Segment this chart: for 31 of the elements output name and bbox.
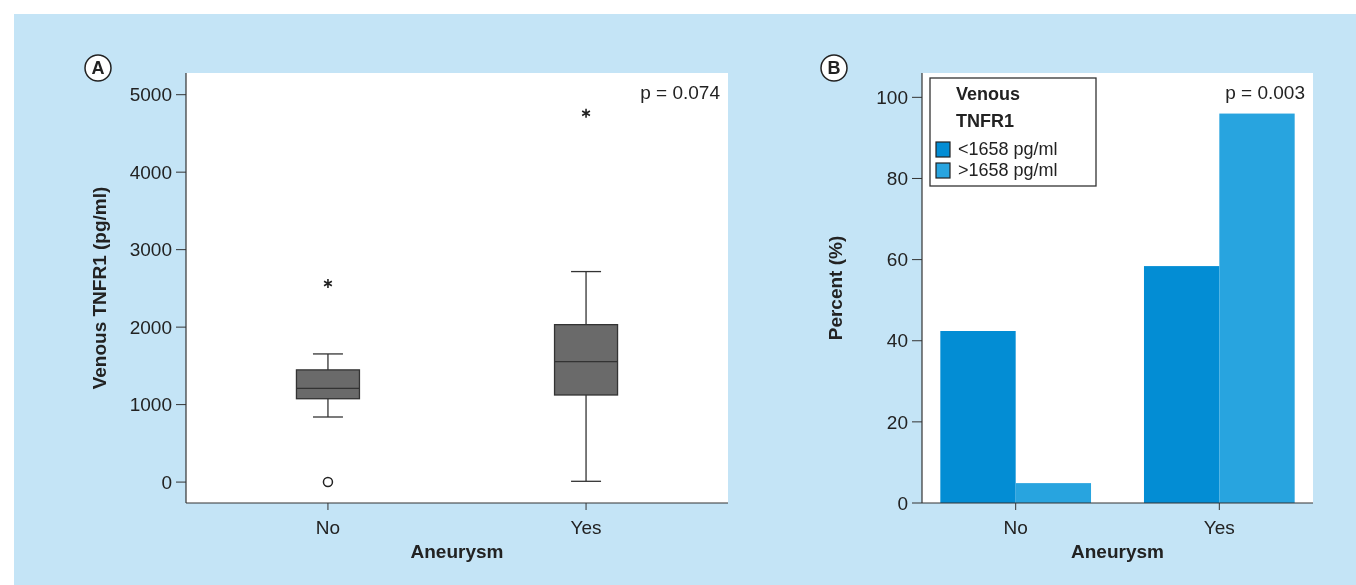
y-tick-label: 0 <box>897 492 908 514</box>
x-axis-title: Aneurysm <box>1071 541 1164 562</box>
legend-label: <1658 pg/ml <box>958 139 1058 159</box>
x-tick-label: No <box>315 517 341 538</box>
y-tick-label: 20 <box>886 411 908 433</box>
y-tick-label: 60 <box>886 249 908 271</box>
annotation: p = 0.074 <box>640 82 721 103</box>
legend-title: Venous TNFR1 <box>956 84 1021 131</box>
annotation: p = 0.003 <box>1225 82 1305 103</box>
y-tick-label: 100 <box>876 86 908 108</box>
x-tick-label: Yes <box>570 517 602 538</box>
y-tick-label: 5000 <box>129 84 172 106</box>
bar <box>1015 483 1092 503</box>
y-tick-label: 40 <box>886 330 908 352</box>
bar <box>1143 266 1220 503</box>
bar <box>940 331 1016 503</box>
x-axis-title: Aneurysm <box>410 541 504 562</box>
y-axis-title: Venous TNFR1 (pg/ml) <box>89 186 110 390</box>
y-tick-label: 2000 <box>129 316 172 338</box>
text: A <box>91 58 105 79</box>
legend-label: >1658 pg/ml <box>958 160 1058 180</box>
y-tick-label: 0 <box>161 471 172 493</box>
y-axis-title: Percent (%) <box>825 235 846 341</box>
text: B <box>827 58 841 79</box>
bar <box>1219 113 1295 503</box>
y-tick-label: 4000 <box>129 161 172 183</box>
x-tick-label: Yes <box>1203 517 1235 538</box>
y-tick-label: 3000 <box>129 239 172 261</box>
x-tick-label: No <box>1003 517 1028 538</box>
y-tick-label: 1000 <box>129 394 172 416</box>
y-tick-label: 80 <box>886 168 908 190</box>
